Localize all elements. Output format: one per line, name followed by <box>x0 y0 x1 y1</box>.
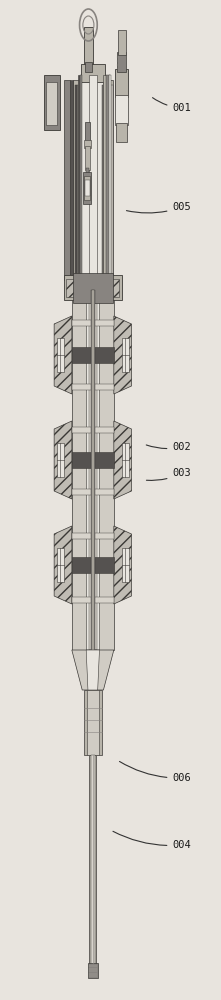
Bar <box>115 69 128 97</box>
Bar <box>84 140 91 148</box>
Polygon shape <box>114 421 131 499</box>
Bar <box>85 146 90 170</box>
Bar <box>85 62 92 72</box>
Bar <box>57 443 64 477</box>
Bar <box>80 75 82 285</box>
Bar <box>111 85 113 280</box>
Bar <box>91 290 95 660</box>
Polygon shape <box>114 526 131 604</box>
Bar <box>106 85 109 280</box>
Bar <box>66 279 119 297</box>
Bar <box>72 533 114 539</box>
Bar <box>89 75 97 285</box>
Bar <box>72 300 114 650</box>
Bar <box>116 123 127 142</box>
Bar <box>83 172 91 204</box>
Bar <box>115 95 128 125</box>
Bar <box>84 690 102 755</box>
Bar <box>102 85 103 280</box>
Bar <box>72 557 114 573</box>
Polygon shape <box>86 650 99 690</box>
Bar <box>73 273 113 303</box>
Bar <box>57 338 64 372</box>
Polygon shape <box>54 526 72 604</box>
Bar <box>73 80 113 280</box>
Polygon shape <box>114 316 131 394</box>
Bar <box>92 290 94 660</box>
Bar <box>46 82 57 125</box>
Bar <box>78 75 80 285</box>
Bar <box>64 275 122 300</box>
Text: 006: 006 <box>120 761 191 783</box>
Bar <box>64 80 70 280</box>
Bar <box>86 168 89 174</box>
Bar <box>122 443 129 477</box>
Bar <box>81 80 103 280</box>
Bar <box>72 452 114 468</box>
Text: 001: 001 <box>152 98 191 113</box>
Text: 003: 003 <box>147 468 191 480</box>
Bar <box>84 27 93 65</box>
Bar <box>57 548 64 582</box>
Bar <box>117 52 126 72</box>
Polygon shape <box>54 316 72 394</box>
Polygon shape <box>72 650 114 690</box>
Bar <box>72 489 114 495</box>
Bar <box>89 300 97 650</box>
Bar <box>91 755 95 970</box>
Bar <box>72 427 114 433</box>
Bar <box>122 548 129 582</box>
Bar <box>87 690 99 755</box>
Bar <box>84 176 90 200</box>
Bar <box>88 963 98 978</box>
Text: 002: 002 <box>146 442 191 452</box>
Bar <box>72 597 114 603</box>
Text: 004: 004 <box>113 831 191 850</box>
Bar <box>118 30 126 55</box>
Bar <box>85 180 90 196</box>
Bar <box>77 85 78 280</box>
Bar <box>109 75 111 285</box>
Bar <box>89 755 96 970</box>
Bar <box>122 338 129 372</box>
Bar <box>44 75 60 130</box>
Bar <box>70 80 73 280</box>
Text: 005: 005 <box>126 202 191 213</box>
Bar <box>72 384 114 390</box>
Bar <box>72 320 114 326</box>
Bar <box>72 347 114 363</box>
Bar <box>75 85 77 280</box>
Bar <box>85 122 90 142</box>
Bar <box>81 64 105 82</box>
Bar <box>103 75 106 285</box>
Bar <box>86 300 99 650</box>
Polygon shape <box>54 421 72 499</box>
Bar <box>106 75 110 285</box>
